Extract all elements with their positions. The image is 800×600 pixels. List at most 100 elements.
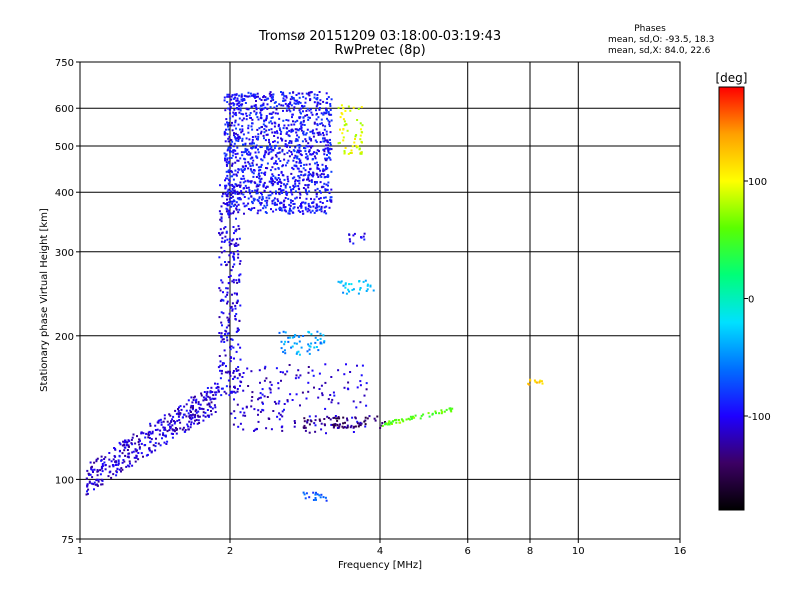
data-point: [221, 363, 224, 366]
data-point: [343, 373, 346, 376]
data-point: [251, 202, 254, 205]
data-point: [253, 408, 256, 411]
data-point: [234, 96, 237, 99]
data-point: [334, 423, 337, 425]
data-point: [232, 370, 235, 372]
data-point: [235, 244, 238, 247]
data-point: [295, 352, 298, 355]
data-point: [263, 172, 266, 175]
data-point: [244, 180, 247, 183]
data-point: [324, 363, 327, 366]
data-point: [302, 132, 305, 135]
data-point: [307, 174, 310, 177]
data-point: [321, 394, 324, 397]
data-point: [205, 397, 207, 400]
data-point: [271, 156, 274, 159]
data-point: [265, 117, 268, 120]
data-point: [280, 379, 282, 382]
data-point: [301, 92, 304, 95]
data-point: [265, 119, 267, 122]
data-point: [237, 108, 240, 111]
data-point: [243, 196, 246, 198]
data-point: [214, 382, 216, 385]
data-point: [318, 494, 321, 497]
data-point: [320, 205, 323, 208]
data-point: [233, 398, 235, 401]
data-point: [313, 151, 316, 154]
data-point: [241, 100, 244, 102]
data-point: [235, 127, 237, 130]
data-point: [350, 149, 353, 152]
data-point: [344, 283, 347, 286]
data-point: [321, 202, 324, 204]
data-point: [231, 175, 234, 178]
data-point: [234, 318, 237, 321]
data-point: [293, 335, 296, 338]
data-point: [278, 103, 281, 106]
data-point: [263, 153, 266, 156]
data-point: [308, 345, 311, 348]
data-point: [250, 399, 253, 402]
data-point: [195, 411, 198, 414]
data-point: [274, 177, 277, 180]
data-point: [350, 424, 353, 427]
y-tick-label: 400: [55, 188, 74, 199]
data-point: [285, 109, 288, 112]
data-point: [240, 95, 243, 98]
data-point: [92, 471, 94, 473]
data-point: [360, 106, 363, 109]
data-point: [214, 406, 217, 409]
data-point: [259, 111, 262, 114]
data-point: [300, 121, 303, 124]
data-point: [328, 120, 331, 123]
data-point: [326, 157, 329, 160]
data-point: [196, 414, 199, 417]
data-point: [434, 410, 437, 413]
data-point: [234, 386, 236, 389]
y-tick-label: 500: [55, 142, 74, 153]
data-point: [241, 103, 244, 106]
data-point: [304, 169, 307, 172]
data-point: [316, 339, 319, 341]
data-point: [262, 409, 265, 412]
data-point: [299, 122, 302, 125]
data-point: [260, 192, 262, 195]
data-point: [352, 106, 355, 109]
data-point: [226, 164, 228, 167]
data-point: [151, 432, 154, 435]
data-point: [189, 409, 192, 412]
data-point: [302, 110, 304, 113]
data-point: [322, 496, 325, 499]
data-point: [188, 420, 191, 423]
data-point: [305, 153, 308, 155]
data-point: [242, 202, 245, 205]
data-point: [327, 111, 330, 113]
data-point: [244, 161, 247, 164]
data-point: [297, 350, 300, 353]
data-point: [337, 280, 340, 283]
data-point: [93, 468, 96, 471]
data-point: [296, 139, 299, 142]
data-point: [109, 470, 112, 473]
data-point: [265, 129, 268, 132]
data-point: [288, 135, 291, 138]
data-point: [96, 483, 98, 486]
data-point: [346, 129, 349, 132]
data-point: [255, 111, 258, 114]
data-point: [283, 153, 286, 156]
data-point: [307, 118, 310, 121]
data-point: [104, 468, 107, 471]
data-point: [307, 142, 310, 145]
data-point: [300, 202, 302, 205]
data-point: [276, 198, 279, 201]
data-point: [272, 141, 275, 143]
data-point: [323, 169, 326, 172]
data-point: [189, 416, 192, 419]
data-point: [266, 396, 269, 398]
data-point: [228, 171, 231, 174]
data-point: [239, 422, 242, 425]
data-point: [284, 373, 287, 376]
data-point: [325, 109, 328, 112]
data-point: [330, 98, 333, 101]
data-point: [100, 478, 103, 481]
